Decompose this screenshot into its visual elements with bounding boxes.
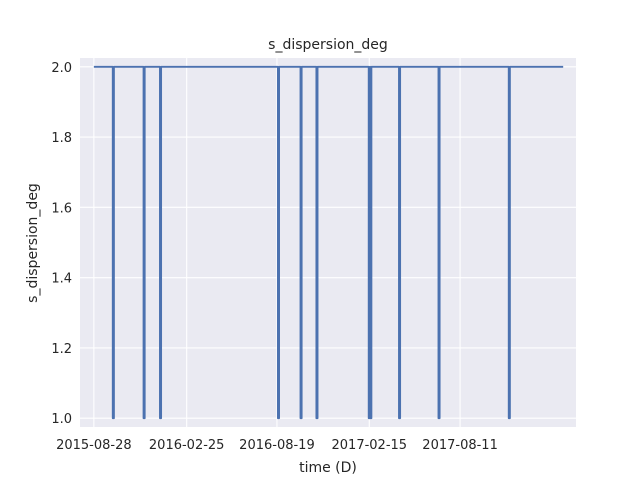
y-tick-label: 1.8 — [51, 131, 72, 146]
series-group — [93, 65, 564, 420]
y-tick-label: 2.0 — [51, 61, 72, 76]
y-tick-label: 1.2 — [51, 342, 72, 357]
plot-area — [80, 58, 576, 427]
y-tick-labels: 1.0 1.2 1.4 1.6 1.8 2.0 — [51, 61, 72, 427]
chart-title: s_dispersion_deg — [268, 37, 388, 53]
x-tick-label: 2016-08-19 — [239, 438, 315, 453]
series-line — [93, 65, 564, 420]
x-tick-labels: 2015-08-28 2016-02-25 2016-08-19 2017-02-15… — [56, 438, 498, 453]
y-axis-label: s_dispersion_deg — [25, 183, 41, 303]
x-axis-label: time (D) — [299, 460, 357, 476]
y-tick-label: 1.0 — [51, 412, 72, 427]
y-tick-label: 1.6 — [51, 201, 72, 216]
x-tick-label: 2015-08-28 — [56, 438, 132, 453]
x-tick-label: 2017-02-15 — [332, 438, 408, 453]
x-tick-label: 2017-08-11 — [422, 438, 498, 453]
y-tick-label: 1.4 — [51, 272, 72, 287]
x-tick-label: 2016-02-25 — [149, 438, 225, 453]
